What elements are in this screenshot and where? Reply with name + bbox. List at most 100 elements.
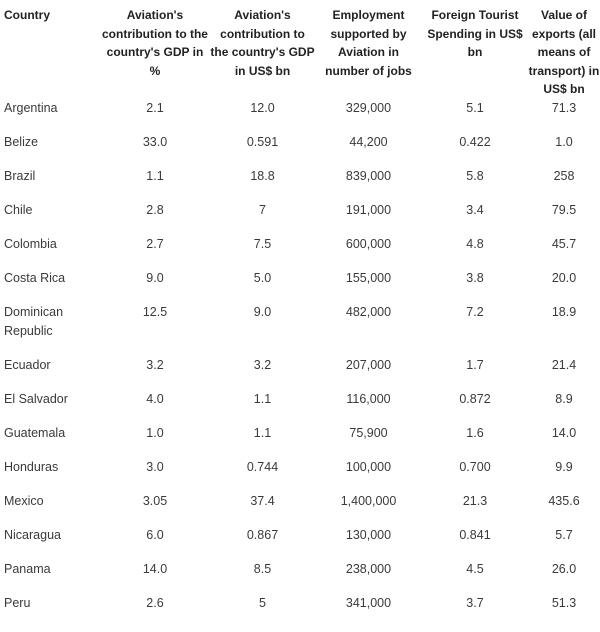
cell-gdp-percent: 2.8 bbox=[146, 202, 164, 217]
cell-gdp-usd-bn: 0.744 bbox=[246, 459, 279, 474]
cell-tourist-spending: 0.872 bbox=[459, 391, 491, 406]
cell-country: Panama bbox=[4, 561, 51, 576]
table-row: Belize 33.0 0.591 44,200 0.422 1.0 bbox=[0, 133, 600, 167]
cell-country: Belize bbox=[4, 134, 39, 149]
cell-exports-value: 18.9 bbox=[551, 304, 577, 319]
cell-exports-value: 26.0 bbox=[551, 561, 577, 576]
table-row: Ecuador 3.2 3.2 207,000 1.7 21.4 bbox=[0, 356, 600, 390]
cell-exports-value: 79.5 bbox=[551, 202, 577, 217]
cell-country: Costa Rica bbox=[4, 270, 66, 285]
cell-exports-value: 14.0 bbox=[551, 425, 577, 440]
table-row: El Salvador 4.0 1.1 116,000 0.872 8.9 bbox=[0, 390, 600, 424]
cell-exports-value: 258 bbox=[553, 168, 575, 183]
cell-gdp-percent: 3.05 bbox=[142, 493, 168, 508]
cell-employment-jobs: 600,000 bbox=[345, 236, 392, 251]
cell-gdp-percent: 3.0 bbox=[146, 459, 164, 474]
table-row: Chile 2.8 7 191,000 3.4 79.5 bbox=[0, 201, 600, 235]
cell-tourist-spending: 3.8 bbox=[466, 270, 484, 285]
cell-gdp-percent: 1.0 bbox=[146, 425, 164, 440]
cell-gdp-percent: 12.5 bbox=[142, 304, 168, 319]
cell-employment-jobs: 329,000 bbox=[345, 100, 392, 115]
cell-exports-value: 21.4 bbox=[551, 357, 577, 372]
cell-tourist-spending: 1.6 bbox=[466, 425, 484, 440]
cell-gdp-usd-bn: 18.8 bbox=[250, 168, 275, 183]
table-row: Colombia 2.7 7.5 600,000 4.8 45.7 bbox=[0, 235, 600, 269]
cell-tourist-spending: 4.5 bbox=[466, 561, 484, 576]
cell-country: El Salvador bbox=[4, 391, 68, 406]
cell-gdp-percent: 33.0 bbox=[142, 134, 168, 149]
cell-country: Peru bbox=[4, 595, 31, 610]
cell-tourist-spending: 3.4 bbox=[466, 202, 484, 217]
table-row: Mexico 3.05 37.4 1,400,000 21.3 435.6 bbox=[0, 492, 600, 526]
cell-country: Mexico bbox=[4, 493, 44, 508]
cell-tourist-spending: 5.8 bbox=[466, 168, 484, 183]
cell-gdp-usd-bn: 12.0 bbox=[250, 100, 275, 115]
cell-gdp-usd-bn: 9.0 bbox=[253, 304, 272, 319]
cell-gdp-usd-bn: 37.4 bbox=[250, 493, 275, 508]
cell-country: Colombia bbox=[4, 236, 57, 251]
cell-tourist-spending: 0.700 bbox=[459, 459, 491, 474]
cell-employment-jobs: 839,000 bbox=[345, 168, 392, 183]
cell-employment-jobs: 191,000 bbox=[345, 202, 392, 217]
table-row: Brazil 1.1 18.8 839,000 5.8 258 bbox=[0, 167, 600, 201]
cell-tourist-spending: 5.1 bbox=[466, 100, 484, 115]
table-row: Guatemala 1.0 1.1 75,900 1.6 14.0 bbox=[0, 424, 600, 458]
cell-gdp-percent: 3.2 bbox=[146, 357, 164, 372]
cell-tourist-spending: 0.422 bbox=[459, 134, 491, 149]
cell-exports-value: 435.6 bbox=[548, 493, 580, 508]
cell-gdp-usd-bn: 3.2 bbox=[253, 357, 272, 372]
cell-gdp-usd-bn: 8.5 bbox=[253, 561, 272, 576]
cell-gdp-percent: 2.7 bbox=[146, 236, 164, 251]
cell-employment-jobs: 44,200 bbox=[349, 134, 388, 149]
column-header-employment-jobs: Employment supported by Aviation in numb… bbox=[325, 8, 412, 78]
table-row: Costa Rica 9.0 5.0 155,000 3.8 20.0 bbox=[0, 269, 600, 303]
cell-tourist-spending: 3.7 bbox=[466, 595, 484, 610]
cell-tourist-spending: 21.3 bbox=[462, 493, 488, 508]
cell-employment-jobs: 1,400,000 bbox=[340, 493, 397, 508]
cell-exports-value: 1.0 bbox=[555, 134, 573, 149]
table-row: Honduras 3.0 0.744 100,000 0.700 9.9 bbox=[0, 458, 600, 492]
cell-gdp-usd-bn: 1.1 bbox=[253, 425, 272, 440]
cell-employment-jobs: 155,000 bbox=[345, 270, 392, 285]
column-header-gdp-usd-bn: Aviation's contribution to the country's… bbox=[210, 8, 315, 78]
cell-employment-jobs: 341,000 bbox=[345, 595, 392, 610]
cell-country: Guatemala bbox=[4, 425, 66, 440]
table-body: Argentina 2.1 12.0 329,000 5.1 71.3 Belize 33.0… bbox=[0, 99, 600, 628]
cell-tourist-spending: 7.2 bbox=[466, 304, 484, 319]
cell-gdp-usd-bn: 7.5 bbox=[253, 236, 272, 251]
column-header-country: Country bbox=[4, 8, 50, 22]
cell-employment-jobs: 75,900 bbox=[349, 425, 388, 440]
cell-gdp-percent: 2.1 bbox=[146, 100, 164, 115]
cell-country: Brazil bbox=[4, 168, 36, 183]
cell-exports-value: 71.3 bbox=[551, 100, 577, 115]
cell-employment-jobs: 130,000 bbox=[345, 527, 392, 542]
cell-gdp-usd-bn: 0.591 bbox=[246, 134, 279, 149]
cell-gdp-usd-bn: 7 bbox=[259, 202, 266, 217]
cell-country: Honduras bbox=[4, 459, 59, 474]
cell-tourist-spending: 1.7 bbox=[466, 357, 484, 372]
cell-gdp-percent: 2.6 bbox=[146, 595, 164, 610]
cell-gdp-percent: 14.0 bbox=[142, 561, 168, 576]
cell-country: Dominican Republic bbox=[4, 304, 64, 338]
cell-country: Ecuador bbox=[4, 357, 51, 372]
cell-gdp-percent: 1.1 bbox=[146, 168, 164, 183]
column-header-tourist-spending: Foreign Tourist Spending in US$ bn bbox=[427, 8, 523, 59]
cell-gdp-usd-bn: 1.1 bbox=[253, 391, 272, 406]
column-header-exports-value: Value of exports (all means of transport… bbox=[528, 8, 600, 96]
column-header-gdp-percent: Aviation's contribution to the country's… bbox=[102, 8, 208, 78]
cell-gdp-percent: 6.0 bbox=[146, 527, 164, 542]
table-row: Panama 14.0 8.5 238,000 4.5 26.0 bbox=[0, 560, 600, 594]
header-row: Country Aviation's contribution to the co… bbox=[0, 0, 600, 99]
cell-tourist-spending: 0.841 bbox=[459, 527, 491, 542]
cell-employment-jobs: 238,000 bbox=[345, 561, 392, 576]
cell-exports-value: 5.7 bbox=[555, 527, 573, 542]
cell-exports-value: 51.3 bbox=[551, 595, 577, 610]
cell-employment-jobs: 207,000 bbox=[345, 357, 392, 372]
cell-tourist-spending: 4.8 bbox=[466, 236, 484, 251]
cell-gdp-percent: 4.0 bbox=[146, 391, 164, 406]
cell-gdp-usd-bn: 0.867 bbox=[246, 527, 279, 542]
cell-employment-jobs: 482,000 bbox=[345, 304, 392, 319]
cell-gdp-usd-bn: 5 bbox=[259, 595, 266, 610]
cell-exports-value: 9.9 bbox=[555, 459, 573, 474]
